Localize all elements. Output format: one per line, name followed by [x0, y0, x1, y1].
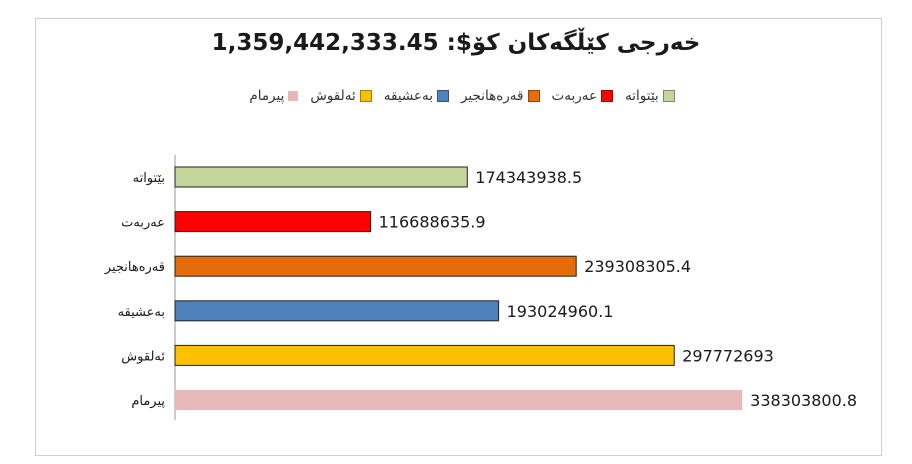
- legend-swatch: [527, 90, 540, 102]
- legend-label: عەربەت: [551, 88, 598, 104]
- legend-swatch: [359, 90, 372, 102]
- category-label: بێتواتە: [133, 171, 165, 186]
- legend-swatch: [601, 90, 614, 102]
- legend: بێتواتە عەربەت قەرەهانجیر بەعشیقە ئەلقوش پیرم…: [0, 88, 912, 104]
- legend-label: بێتواتە: [625, 88, 659, 104]
- legend-swatch: [288, 91, 299, 101]
- category-label: پیرمام: [131, 394, 165, 409]
- bar: [174, 255, 577, 277]
- data-label: 174343938.5: [475, 168, 582, 187]
- bar: [174, 166, 468, 188]
- category-label: قەرەهانجیر: [104, 260, 165, 275]
- legend-item: بێتواتە: [625, 88, 675, 104]
- legend-item: قەرەهانجیر: [461, 88, 540, 104]
- data-label: 193024960.1: [507, 302, 614, 321]
- bar: [175, 390, 743, 410]
- data-label: 338303800.8: [750, 391, 857, 410]
- legend-item: بەعشیقە: [384, 88, 449, 104]
- legend-swatch: [436, 90, 449, 102]
- legend-swatch: [662, 90, 675, 102]
- data-label: 239308305.4: [584, 257, 691, 276]
- data-label: 116688635.9: [379, 213, 486, 232]
- legend-item: پیرمام: [249, 88, 299, 104]
- bar: [174, 211, 372, 233]
- bar: [174, 300, 500, 322]
- legend-label: پیرمام: [249, 88, 285, 104]
- chart-title: خەرجی کێڵگەکان کۆ$: 1,359,442,333.45: [211, 30, 701, 56]
- data-label: 297772693: [682, 346, 774, 365]
- legend-item: ئەلقوش: [310, 88, 372, 104]
- legend-label: ئەلقوش: [310, 88, 356, 104]
- category-label: بەعشیقە: [118, 305, 165, 320]
- chart-frame: [35, 18, 882, 456]
- legend-label: بەعشیقە: [383, 88, 433, 104]
- bar: [174, 344, 675, 366]
- legend-item: عەربەت: [552, 88, 614, 104]
- category-label: ئەلقوش: [121, 349, 165, 364]
- legend-label: قەرەهانجیر: [460, 88, 524, 104]
- category-label: عەربەت: [121, 216, 165, 231]
